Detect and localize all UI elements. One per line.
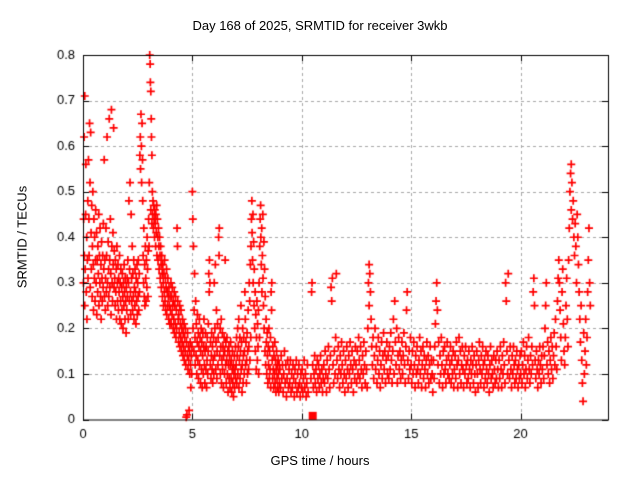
chart-title: Day 168 of 2025, SRMTID for receiver 3wk… <box>192 18 448 33</box>
y-axis-label: SRMTID / TECUs <box>14 185 30 289</box>
x-axis-label: GPS time / hours <box>270 453 370 468</box>
